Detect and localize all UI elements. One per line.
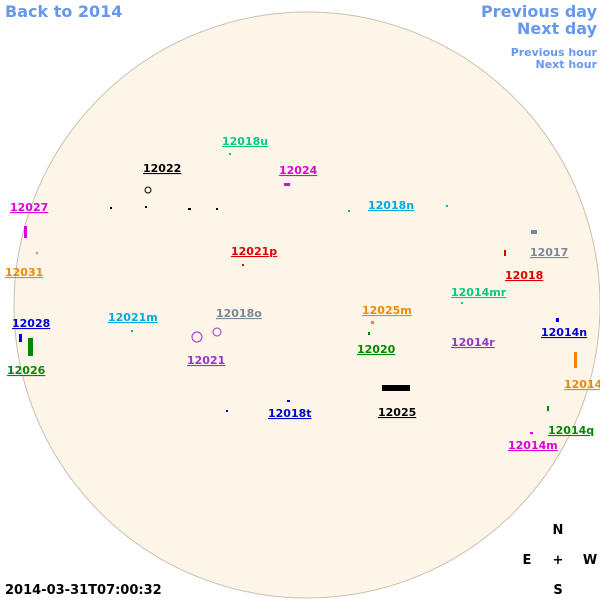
region-label: 12018t — [268, 407, 312, 420]
region-label: 12018n — [368, 199, 414, 212]
compass-east: E — [523, 553, 532, 568]
spot — [216, 208, 218, 210]
compass-south: S — [553, 583, 562, 598]
spot — [191, 331, 203, 343]
region-label: 12031 — [5, 266, 43, 279]
region-label: 12014mr — [451, 286, 507, 299]
region-label: 12021 — [187, 354, 225, 367]
region-label: 12018o — [216, 307, 262, 320]
spot — [28, 338, 33, 356]
next-day-link[interactable]: Next day — [517, 19, 598, 38]
spot — [242, 264, 244, 266]
region-label: 12014q — [548, 424, 594, 437]
spot — [461, 302, 463, 304]
compass-west: W — [583, 553, 597, 568]
region-label: 12014m — [508, 439, 558, 452]
spot — [19, 334, 22, 342]
spot — [110, 207, 112, 209]
region-label: 12014r — [451, 336, 495, 349]
timestamp: 2014-03-31T07:00:32 — [5, 583, 162, 598]
region-label: 12017 — [530, 246, 568, 259]
region-label: 12025 — [378, 406, 416, 419]
region-label: 12018u — [222, 135, 268, 148]
region-label: 12021p — [231, 245, 277, 258]
region-label: 12022 — [143, 162, 181, 175]
spot — [574, 352, 577, 368]
region-label: 12028 — [12, 317, 50, 330]
region-label: 12020 — [357, 343, 396, 356]
previous-hour-link[interactable]: Previous hour — [511, 46, 598, 59]
spot — [226, 410, 228, 412]
next-hour-link[interactable]: Next hour — [536, 58, 598, 71]
spot — [284, 183, 290, 186]
region-label: 12021m — [108, 311, 158, 324]
spot — [287, 400, 290, 402]
region-label: 12027 — [10, 201, 48, 214]
spot — [348, 210, 350, 212]
spot — [371, 321, 374, 324]
spot — [145, 206, 147, 208]
spot — [530, 432, 533, 434]
previous-day-link[interactable]: Previous day — [481, 2, 598, 21]
spot — [531, 230, 537, 234]
region-label: 12026 — [7, 364, 46, 377]
region-label: 12014n — [541, 326, 587, 339]
spot — [131, 330, 133, 332]
spot — [556, 318, 559, 322]
compass-center: + — [553, 553, 564, 568]
spot — [24, 226, 27, 238]
spot — [144, 186, 152, 194]
spot — [446, 205, 448, 207]
spot — [368, 332, 370, 335]
back-link[interactable]: Back to 2014 — [5, 2, 122, 21]
spot — [188, 208, 191, 210]
spot — [212, 327, 222, 337]
solar-disk — [13, 11, 600, 599]
spot — [547, 406, 549, 411]
spots — [19, 153, 577, 434]
spot — [36, 252, 38, 254]
spot — [504, 250, 506, 256]
spot — [382, 385, 410, 391]
region-label: 12014 — [564, 378, 600, 391]
spot — [229, 153, 231, 155]
region-label: 12024 — [279, 164, 318, 177]
region-label: 12025m — [362, 304, 412, 317]
region-label: 12018 — [505, 269, 543, 282]
compass-north: N — [553, 523, 564, 538]
